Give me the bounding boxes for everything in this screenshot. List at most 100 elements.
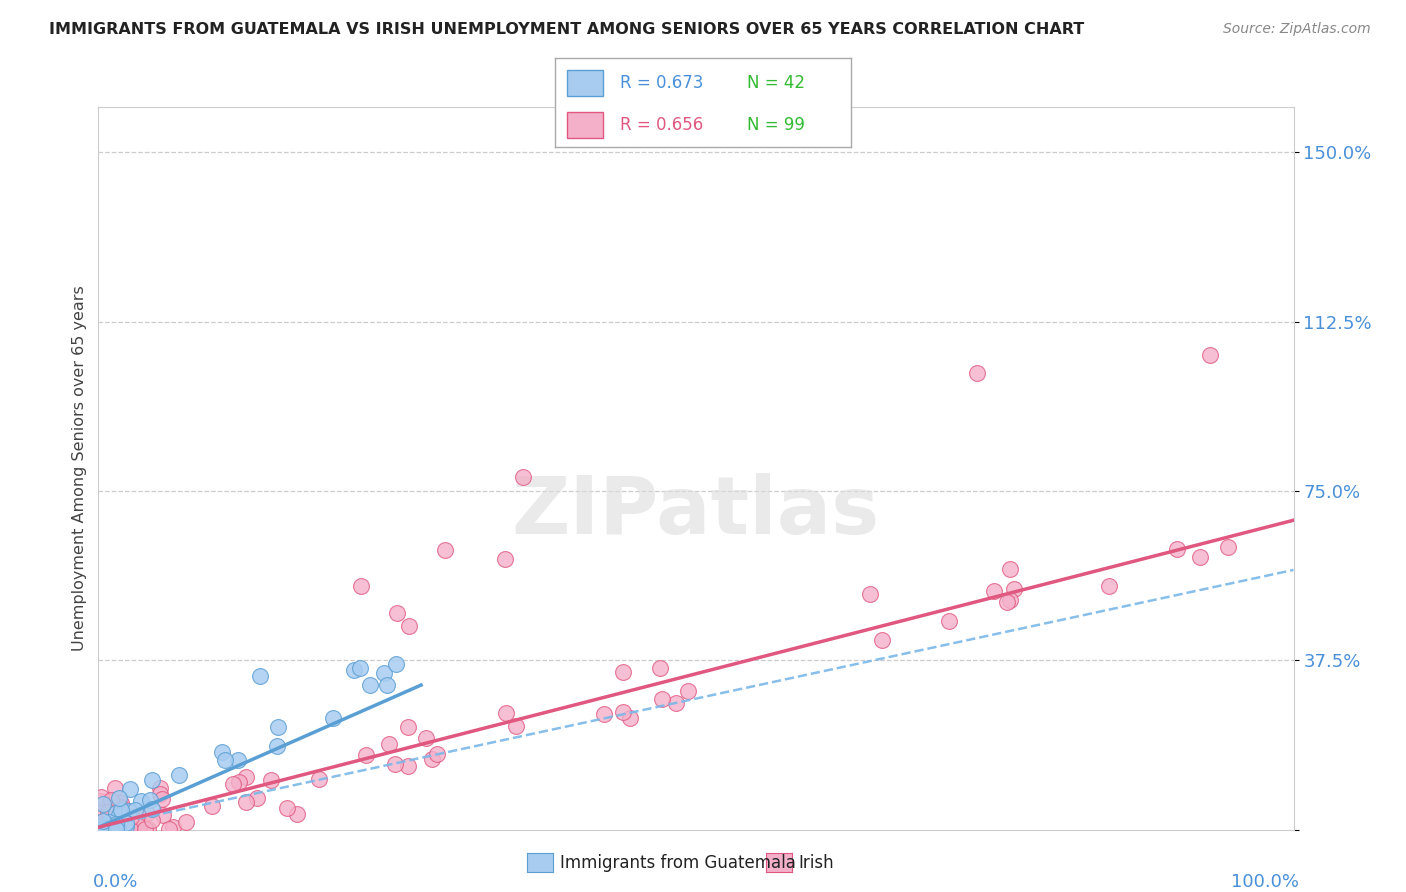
Point bbox=[111, 807, 134, 822]
Point bbox=[98, 822, 121, 836]
Point bbox=[384, 757, 406, 772]
Point bbox=[343, 663, 366, 677]
Text: IMMIGRANTS FROM GUATEMALA VS IRISH UNEMPLOYMENT AMONG SENIORS OVER 65 YEARS CORR: IMMIGRANTS FROM GUATEMALA VS IRISH UNEMP… bbox=[49, 22, 1084, 37]
Point bbox=[97, 814, 120, 829]
Point bbox=[129, 817, 152, 831]
Point bbox=[94, 822, 117, 836]
Point bbox=[120, 822, 142, 836]
Point bbox=[93, 822, 115, 836]
Point bbox=[228, 775, 250, 789]
Point bbox=[108, 790, 131, 805]
Point bbox=[101, 814, 124, 828]
Point bbox=[136, 822, 159, 836]
Point bbox=[91, 822, 114, 836]
Text: Irish: Irish bbox=[799, 854, 834, 871]
Point bbox=[415, 731, 437, 745]
Point bbox=[89, 794, 111, 808]
Point bbox=[1199, 348, 1222, 362]
Point bbox=[276, 800, 298, 814]
Point bbox=[89, 820, 111, 834]
Point bbox=[349, 661, 371, 675]
Point bbox=[96, 797, 118, 812]
Point bbox=[983, 584, 1005, 599]
Point bbox=[97, 822, 120, 836]
Text: 100.0%: 100.0% bbox=[1232, 873, 1299, 891]
Point bbox=[150, 792, 173, 806]
Point bbox=[266, 739, 288, 753]
Point bbox=[260, 772, 283, 787]
Point bbox=[350, 579, 373, 593]
Point bbox=[200, 799, 222, 814]
Point bbox=[396, 759, 419, 773]
Point bbox=[619, 711, 641, 725]
Point bbox=[167, 768, 190, 782]
Point bbox=[214, 753, 236, 767]
Text: ZIPatlas: ZIPatlas bbox=[512, 473, 880, 550]
Point bbox=[105, 820, 128, 834]
Point bbox=[110, 796, 132, 810]
Point bbox=[235, 795, 257, 809]
Point bbox=[97, 805, 120, 819]
Point bbox=[859, 587, 882, 601]
Point bbox=[938, 614, 960, 628]
Point bbox=[235, 770, 257, 784]
Point bbox=[93, 797, 115, 812]
Point bbox=[91, 822, 114, 836]
Point bbox=[149, 787, 172, 801]
Text: Source: ZipAtlas.com: Source: ZipAtlas.com bbox=[1223, 22, 1371, 37]
Point bbox=[96, 822, 118, 836]
Point bbox=[104, 822, 127, 836]
Point bbox=[128, 814, 150, 828]
Point bbox=[94, 817, 117, 831]
Point bbox=[114, 822, 136, 836]
Point bbox=[650, 660, 672, 674]
Point bbox=[267, 720, 290, 734]
Point bbox=[396, 720, 419, 734]
Point bbox=[93, 821, 115, 835]
Point bbox=[108, 799, 131, 814]
Point bbox=[505, 719, 527, 733]
Point bbox=[665, 696, 688, 710]
Point bbox=[246, 791, 269, 805]
Point bbox=[107, 808, 129, 822]
Point bbox=[870, 632, 893, 647]
Point bbox=[91, 822, 114, 836]
Point bbox=[100, 822, 122, 836]
Point bbox=[97, 822, 120, 836]
Point bbox=[1188, 550, 1211, 565]
Point bbox=[111, 801, 134, 815]
Point bbox=[650, 692, 672, 706]
Point bbox=[100, 793, 122, 807]
Point bbox=[249, 669, 271, 683]
Point bbox=[308, 772, 330, 787]
Point bbox=[134, 822, 156, 836]
Point bbox=[96, 819, 118, 833]
Point bbox=[89, 822, 111, 836]
Point bbox=[1218, 541, 1240, 555]
Point bbox=[111, 805, 134, 819]
Point bbox=[612, 705, 634, 719]
Point bbox=[103, 813, 125, 827]
Point bbox=[211, 745, 233, 759]
Point bbox=[131, 794, 153, 808]
Point bbox=[89, 822, 111, 836]
Point bbox=[512, 470, 534, 484]
Point bbox=[222, 777, 245, 791]
Point bbox=[104, 817, 127, 831]
Point bbox=[94, 822, 117, 836]
Point bbox=[124, 803, 146, 817]
Point bbox=[110, 804, 132, 818]
Text: R = 0.656: R = 0.656 bbox=[620, 116, 703, 134]
Point bbox=[359, 678, 381, 692]
Point bbox=[105, 822, 128, 836]
Text: Immigrants from Guatemala: Immigrants from Guatemala bbox=[560, 854, 796, 871]
Point bbox=[141, 772, 163, 787]
Point bbox=[118, 781, 141, 796]
Point bbox=[285, 806, 308, 821]
Point bbox=[420, 752, 443, 766]
Text: N = 42: N = 42 bbox=[748, 74, 806, 92]
Point bbox=[373, 666, 395, 681]
Point bbox=[90, 790, 112, 805]
Point bbox=[90, 822, 112, 836]
Point bbox=[93, 814, 115, 828]
